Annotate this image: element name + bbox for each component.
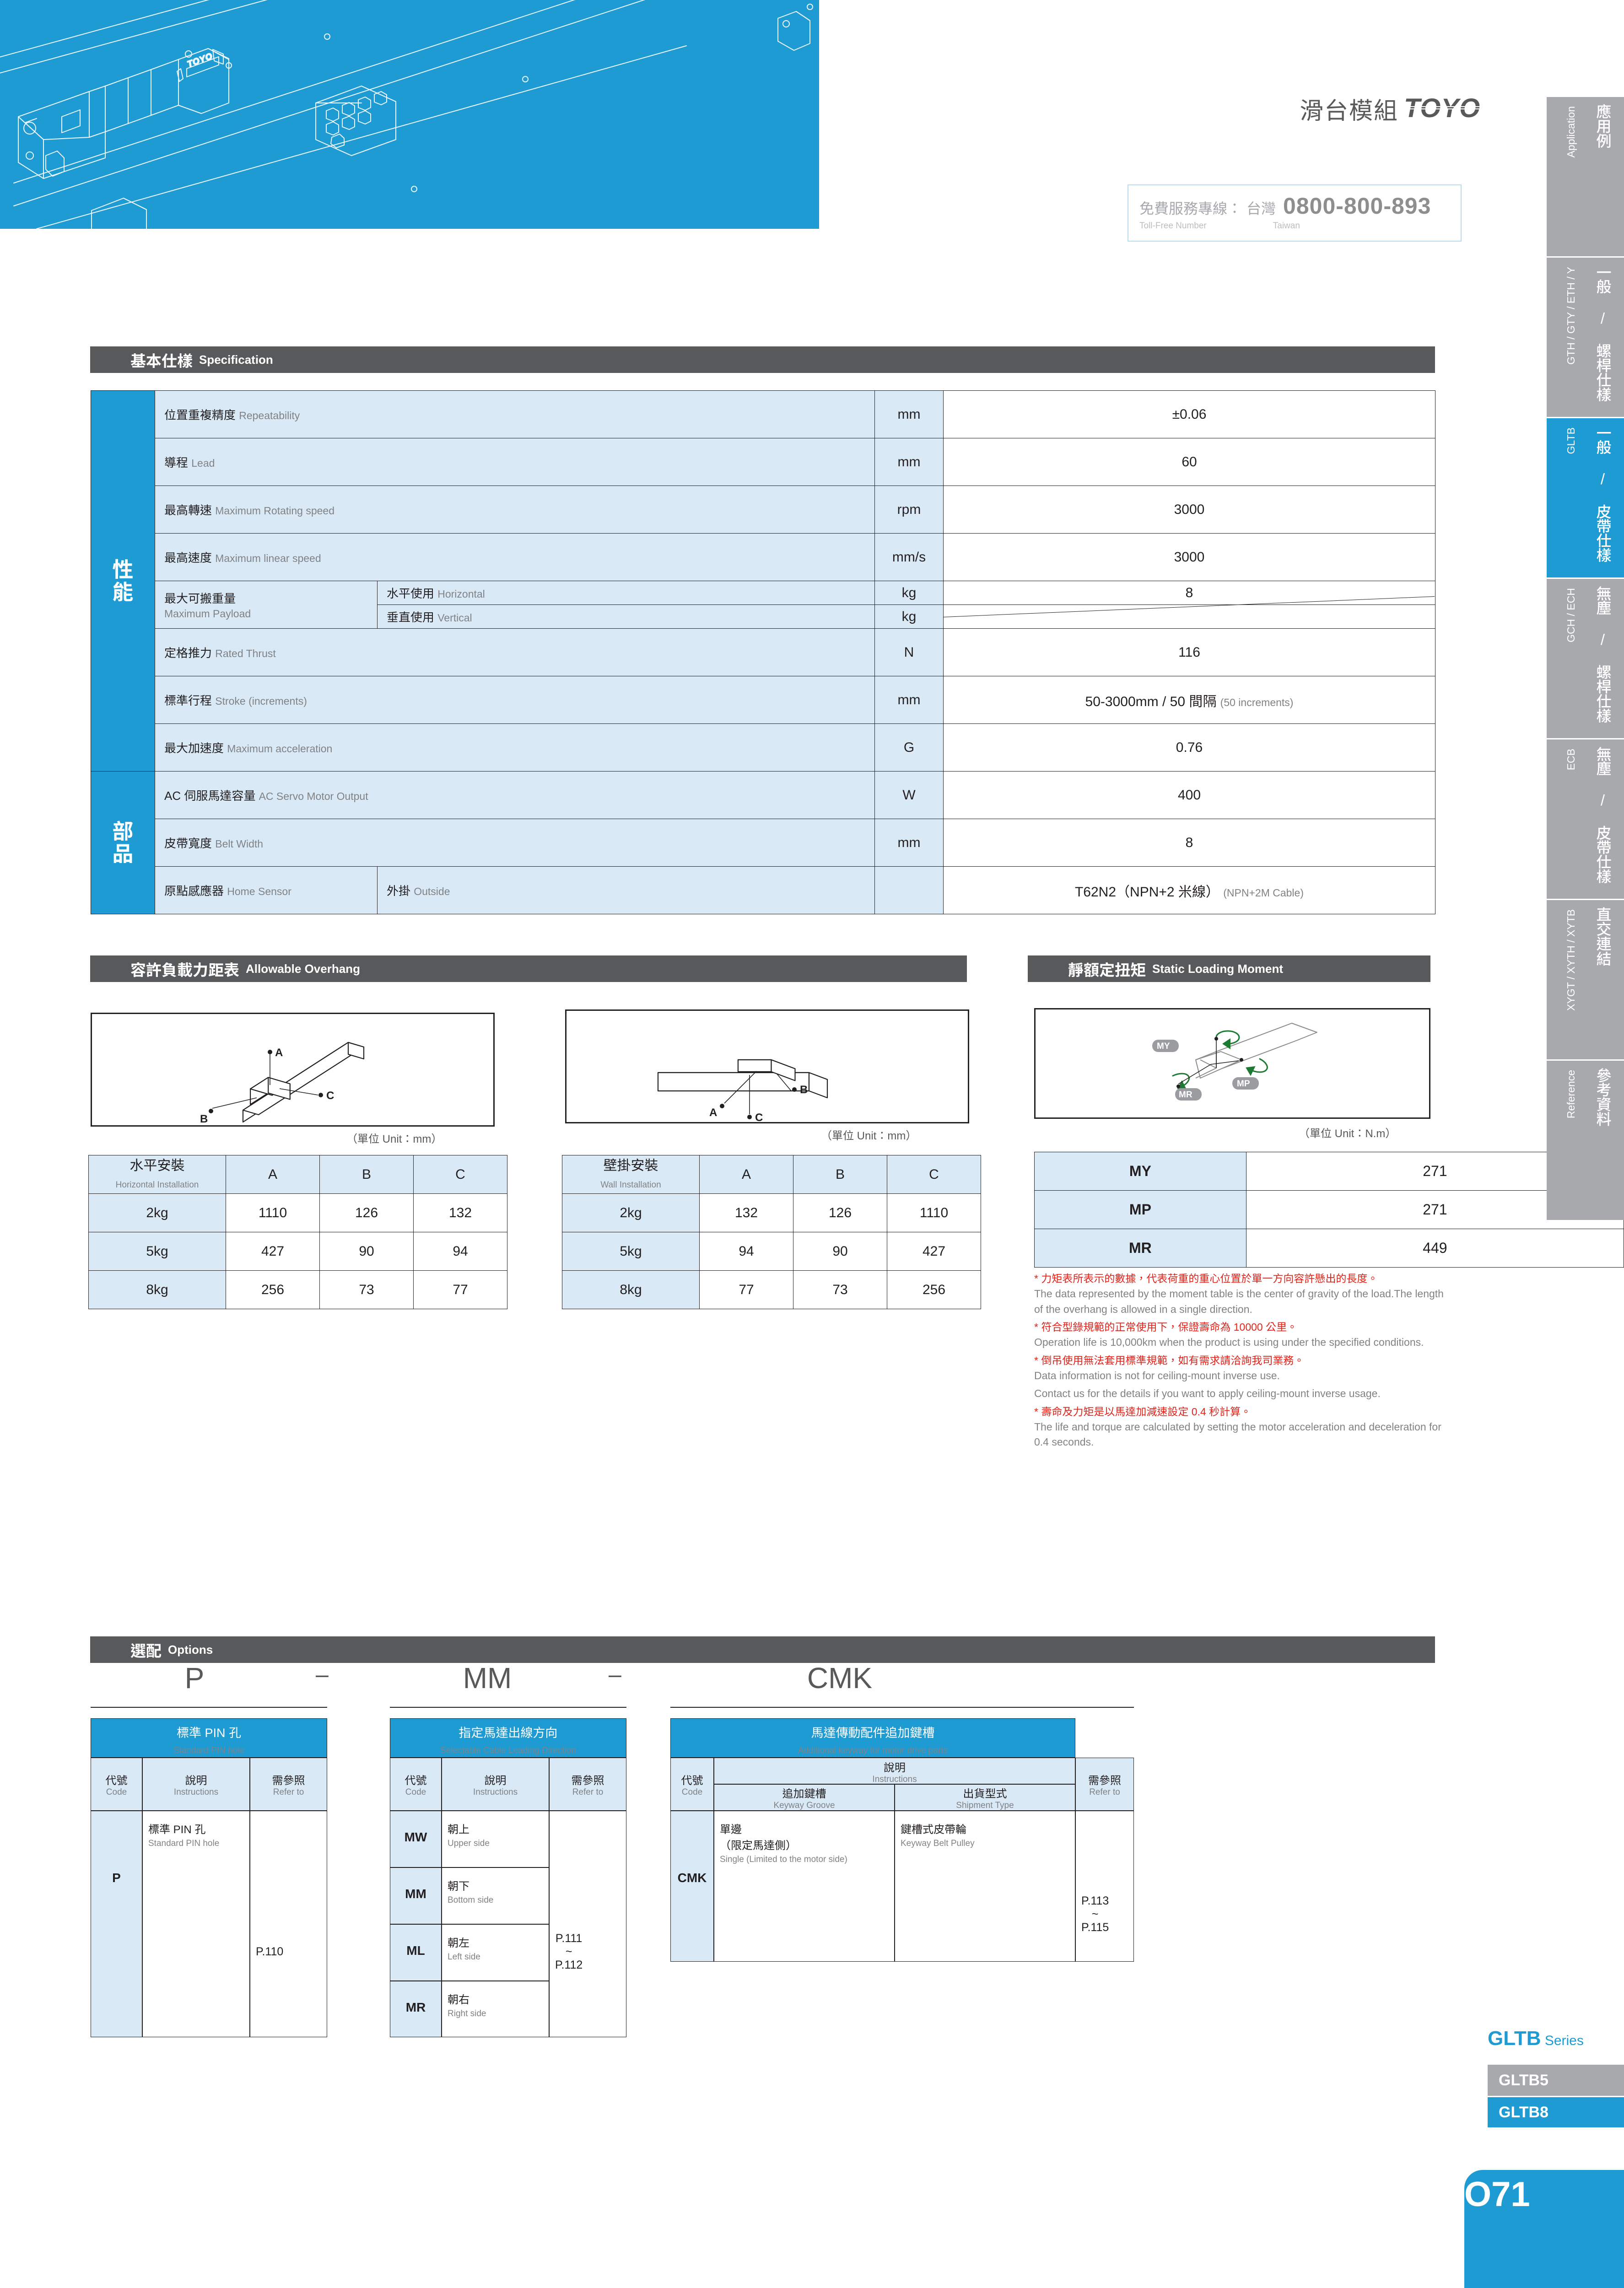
- svg-text:C: C: [326, 1090, 334, 1102]
- svg-text:MR: MR: [1179, 1090, 1192, 1100]
- svg-text:A: A: [275, 1047, 283, 1059]
- svg-text:C: C: [755, 1112, 763, 1124]
- svg-text:B: B: [200, 1113, 208, 1125]
- svg-text:TOYO: TOYO: [1404, 93, 1480, 123]
- svg-text:MY: MY: [1157, 1041, 1170, 1051]
- svg-text:MP: MP: [1237, 1079, 1250, 1089]
- svg-text:B: B: [800, 1084, 808, 1096]
- svg-text:A: A: [709, 1106, 717, 1119]
